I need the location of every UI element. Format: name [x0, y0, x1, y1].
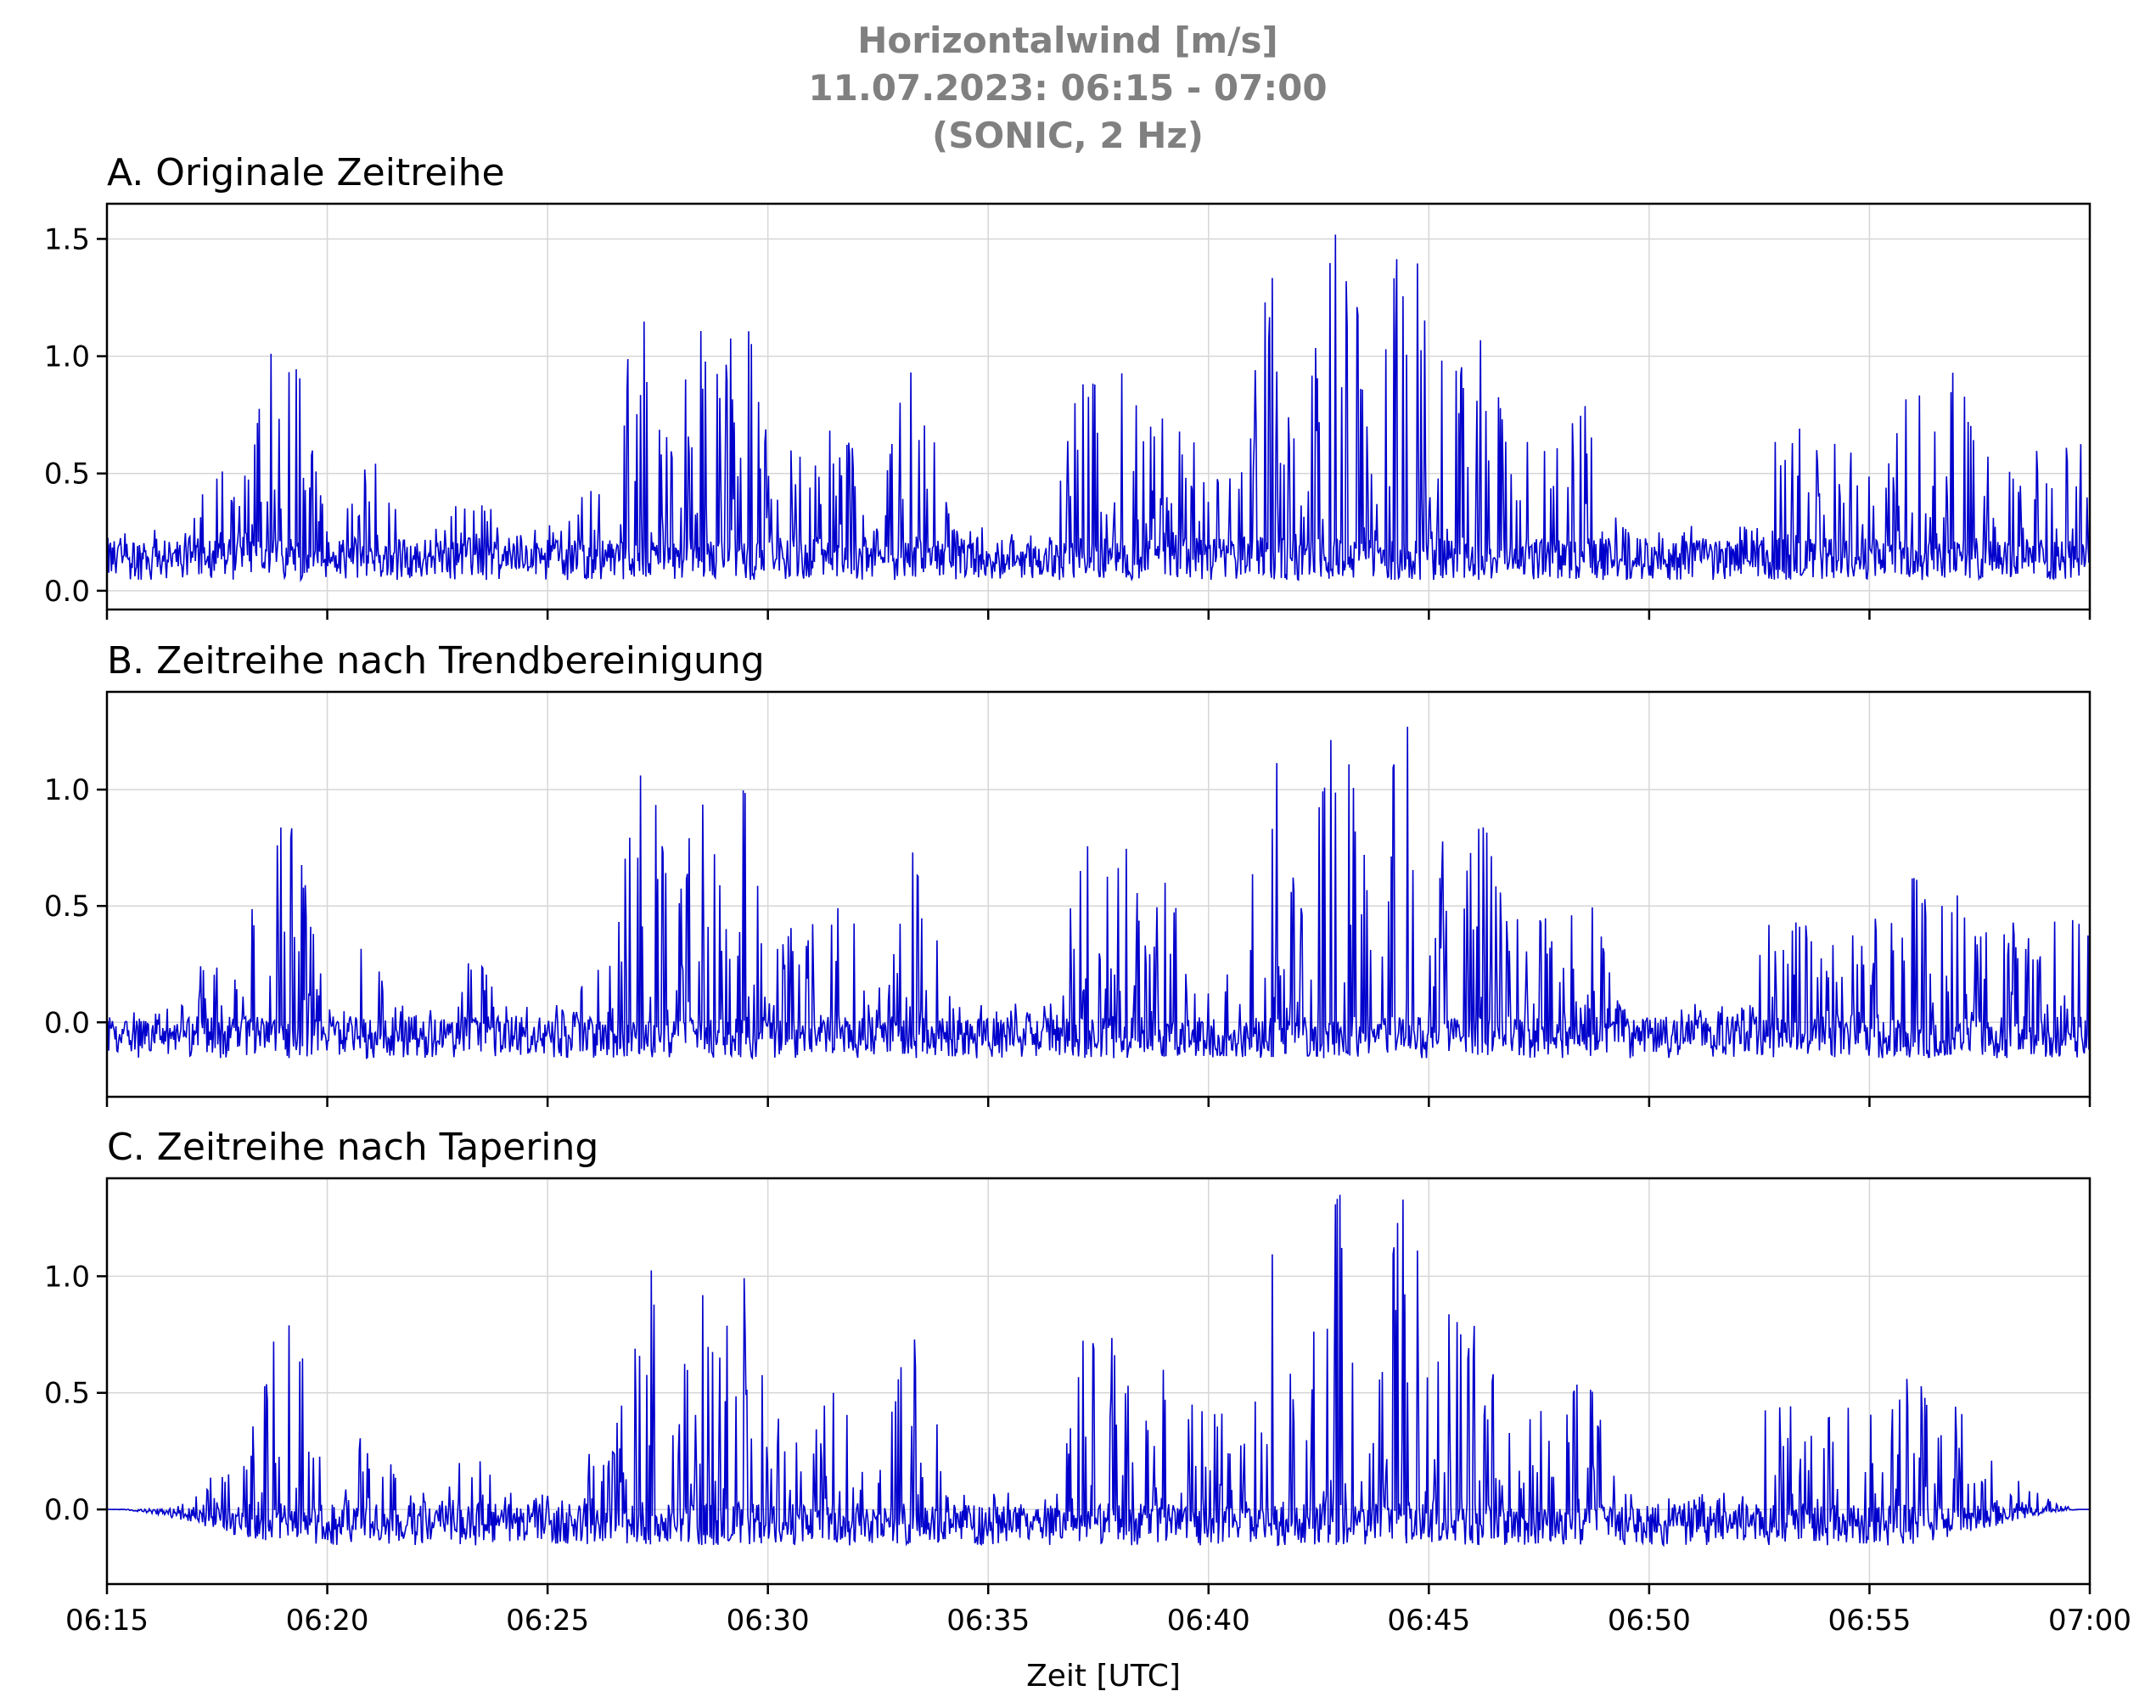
- y-tick-label: 1.0: [44, 340, 90, 374]
- x-axis-label: Zeit [UTC]: [1026, 1659, 1181, 1694]
- x-tick-label: 06:55: [1828, 1604, 1911, 1638]
- panel-title: A. Originale Zeitreihe: [107, 151, 505, 194]
- y-tick-label: 0.5: [44, 890, 90, 924]
- panel-title: B. Zeitreihe nach Trendbereinigung: [107, 639, 765, 683]
- y-tick-label: 0.0: [44, 1006, 90, 1040]
- series-line: [107, 1194, 2090, 1548]
- x-tick-label: 06:35: [946, 1604, 1030, 1638]
- x-tick-label: 06:15: [65, 1604, 149, 1638]
- axes-frame: [105, 202, 2091, 611]
- suptitle-line-2: 11.07.2023: 06:15 - 07:00: [808, 67, 1327, 109]
- panel-a: A. Originale Zeitreihe 0.0 0.5 1.0 1.5: [44, 151, 2091, 620]
- x-tick-label: 06:40: [1167, 1604, 1250, 1638]
- x-tick-label: 07:00: [2048, 1604, 2131, 1638]
- axes-frame: [105, 690, 2091, 1098]
- y-tick-label: 1.0: [44, 773, 90, 807]
- x-tick-label: 06:50: [1608, 1604, 1691, 1638]
- y-tick-label: 0.0: [44, 575, 90, 609]
- suptitle-line-1: Horizontalwind [m/s]: [857, 20, 1277, 61]
- y-tick-label: 0.0: [44, 1493, 90, 1527]
- panel-b: B. Zeitreihe nach Trendbereinigung 0.0 0.5…: [44, 639, 2091, 1107]
- suptitle-line-3: (SONIC, 2 Hz): [932, 115, 1204, 156]
- axes-frame: [105, 1177, 2091, 1586]
- panel-c: C. Zeitreihe nach Tapering 0.0 0.5 1.0 06:15…: [44, 1126, 2131, 1638]
- y-tick-label: 0.5: [44, 1377, 90, 1411]
- x-tick-label: 06:25: [506, 1604, 589, 1638]
- series-line: [106, 727, 2091, 1060]
- x-tick-label: 06:30: [727, 1604, 810, 1638]
- y-tick-label: 0.5: [44, 458, 90, 492]
- y-tick-label: 1.5: [44, 222, 90, 256]
- y-tick-label: 1.0: [44, 1260, 90, 1294]
- panel-title: C. Zeitreihe nach Tapering: [107, 1126, 598, 1169]
- x-tick-label: 06:45: [1387, 1604, 1470, 1638]
- series-line: [106, 234, 2091, 583]
- x-tick-label: 06:20: [286, 1604, 369, 1638]
